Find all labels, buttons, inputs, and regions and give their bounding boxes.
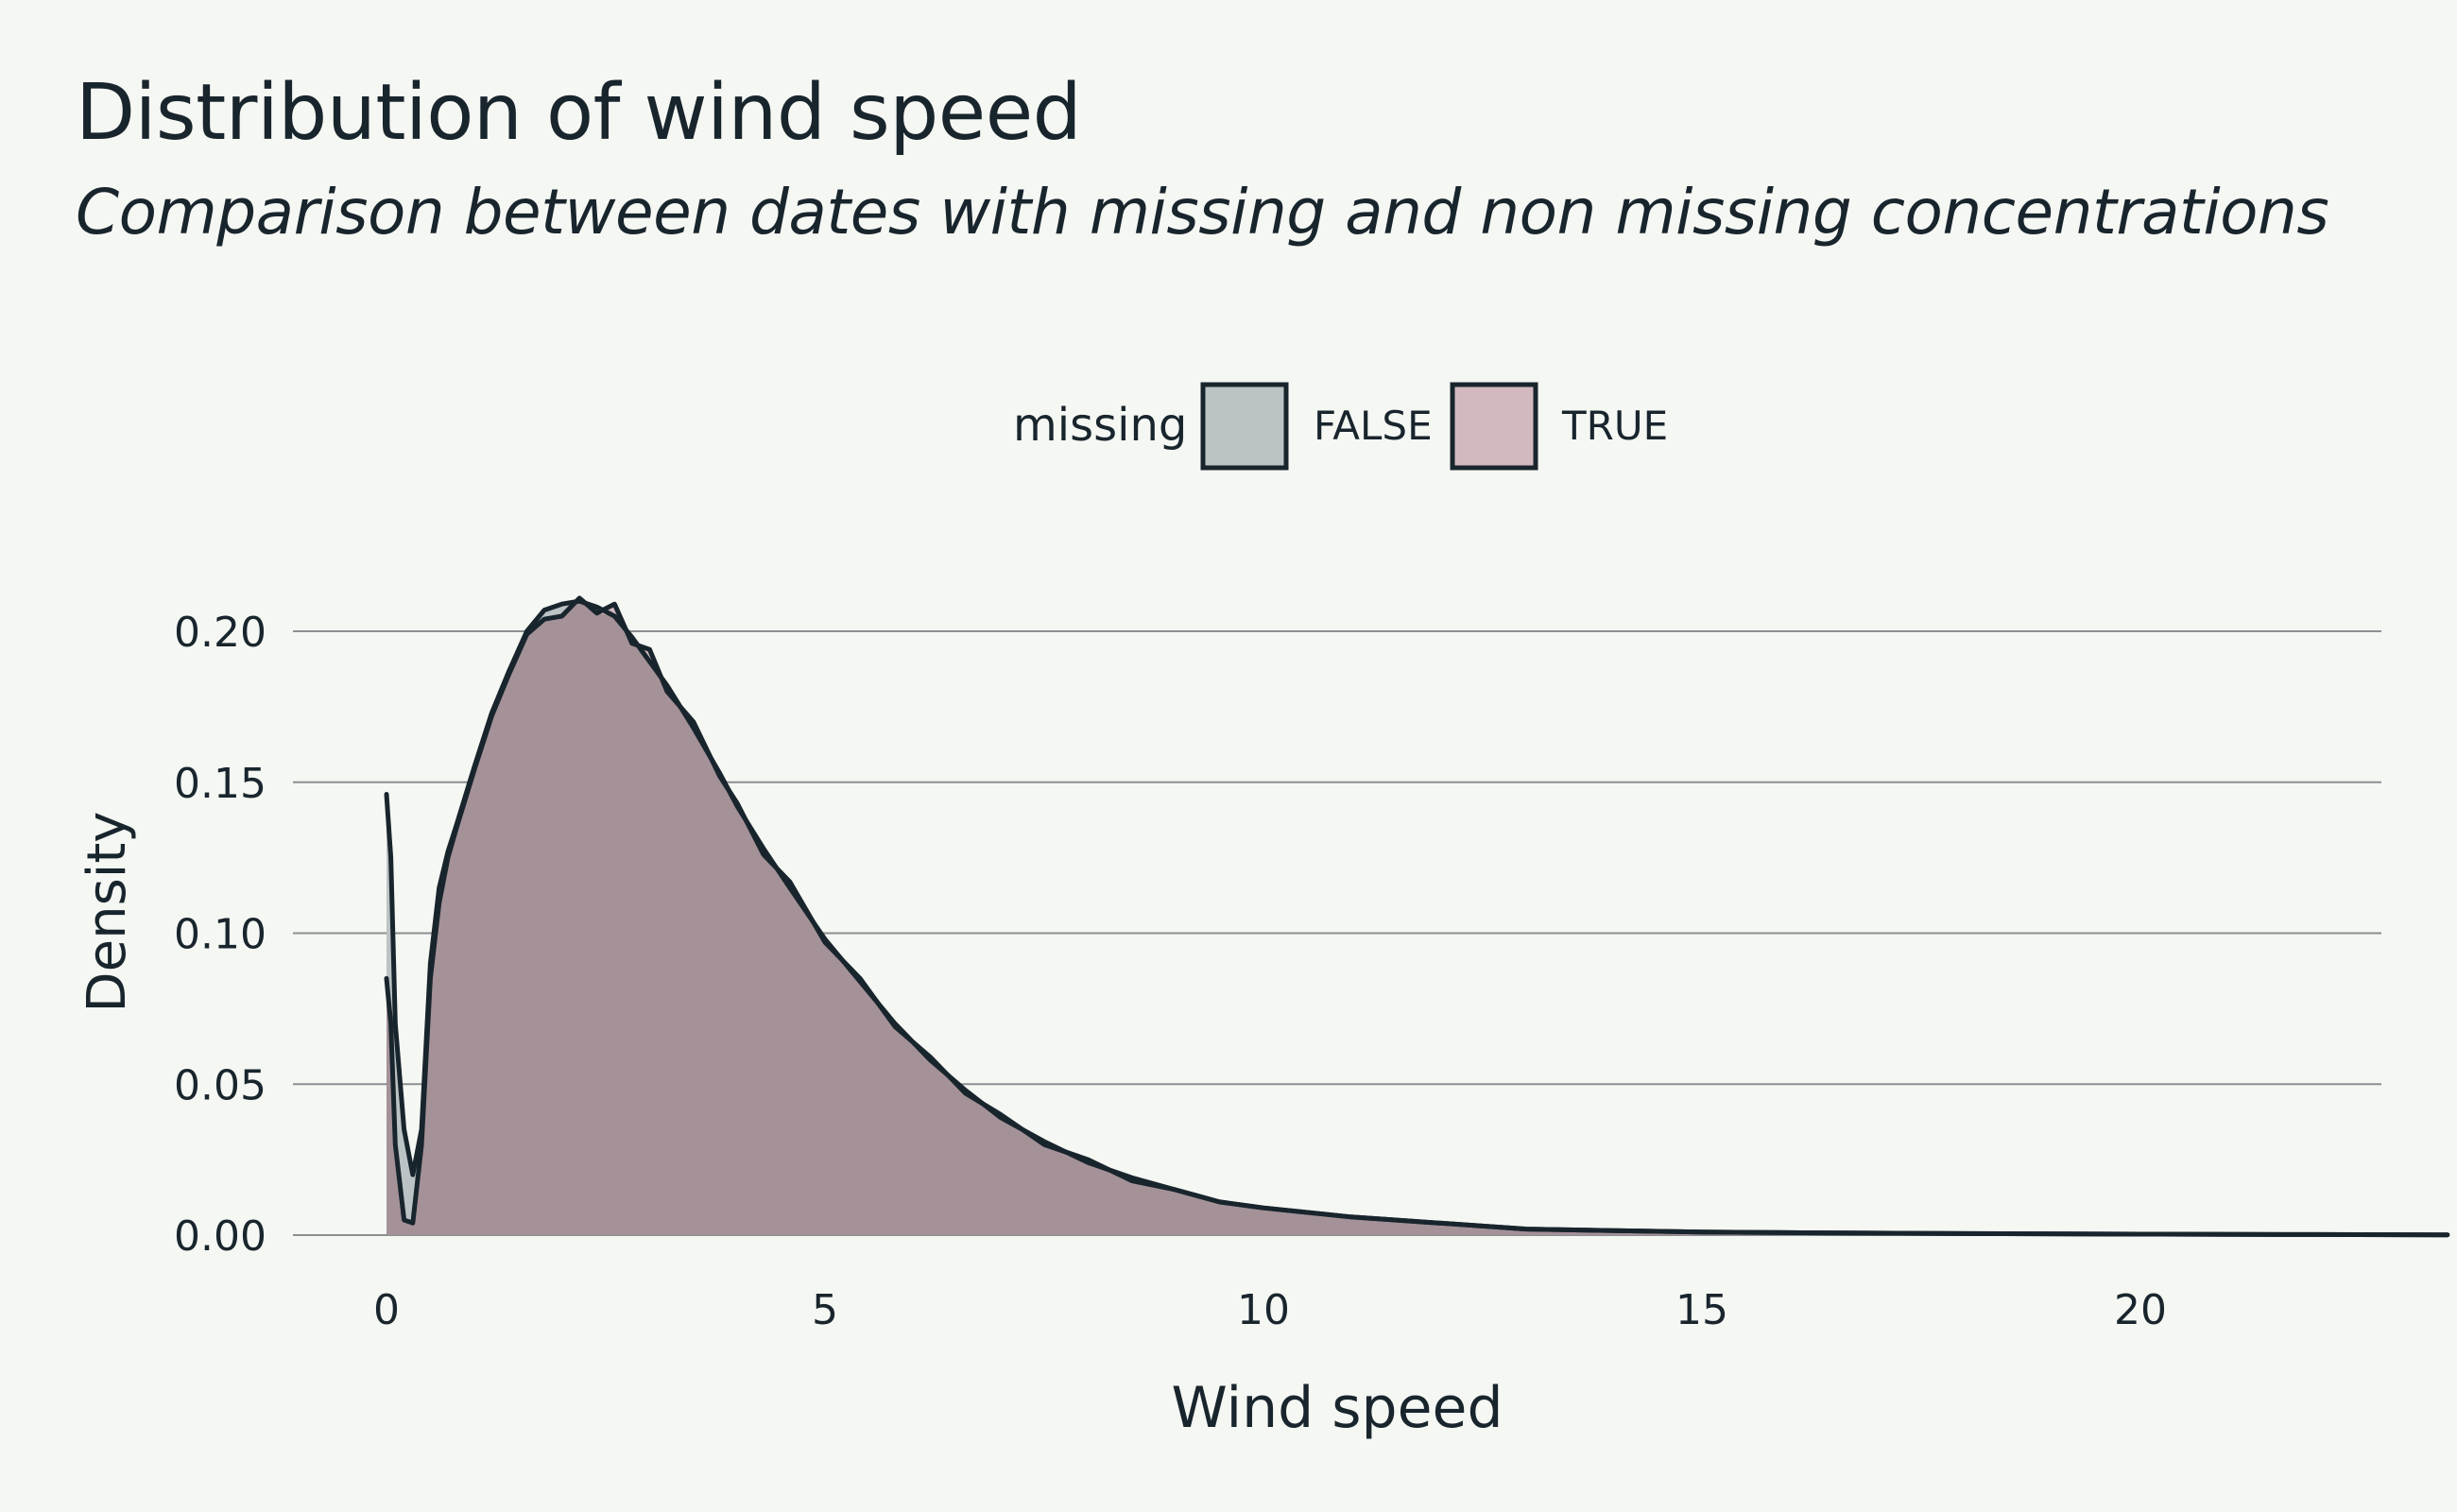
legend-swatch-false xyxy=(1200,382,1289,471)
chart-subtitle: Comparison between dates with missing an… xyxy=(76,176,2329,249)
legend-title: missing xyxy=(1013,399,1187,452)
y-axis-label: Density xyxy=(77,812,138,1013)
x-axis-label: Wind speed xyxy=(1171,1375,1503,1441)
x-tick-label: 0 xyxy=(373,1286,400,1334)
chart-title: Distribution of wind speed xyxy=(76,68,1082,158)
y-tick-label: 0.15 xyxy=(174,760,266,808)
x-axis-ticks: 0 5 10 15 20 xyxy=(373,1286,2167,1334)
legend-label-false: FALSE xyxy=(1314,403,1433,449)
y-tick-label: 0.10 xyxy=(174,911,266,959)
y-axis-ticks: 0.00 0.05 0.10 0.15 0.20 xyxy=(174,609,266,1261)
y-tick-label: 0.20 xyxy=(174,609,266,657)
x-tick-label: 15 xyxy=(1675,1286,1728,1334)
legend: missing FALSE TRUE xyxy=(1013,382,1668,471)
x-tick-label: 10 xyxy=(1237,1286,1290,1334)
y-tick-label: 0.05 xyxy=(174,1061,266,1109)
x-tick-label: 20 xyxy=(2114,1286,2167,1334)
legend-swatch-true xyxy=(1450,382,1538,471)
legend-label-true: TRUE xyxy=(1561,403,1668,449)
y-tick-label: 0.00 xyxy=(174,1212,266,1261)
density-area-overlap xyxy=(387,601,2448,1235)
density-lines xyxy=(384,595,2450,1238)
density-line-true xyxy=(384,595,2450,1238)
density-areas xyxy=(387,597,2448,1235)
x-tick-label: 5 xyxy=(812,1286,838,1334)
